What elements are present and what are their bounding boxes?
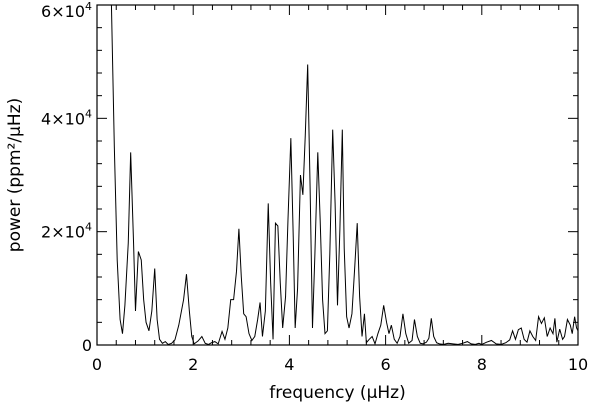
x-tick-label: 10 bbox=[568, 355, 588, 374]
x-tick-label: 4 bbox=[284, 355, 294, 374]
y-tick-label: 2×104 bbox=[41, 221, 92, 242]
y-tick-label: 0 bbox=[82, 336, 92, 355]
x-tick-label: 2 bbox=[188, 355, 198, 374]
y-tick-labels: 0 2×104 4×104 6×104 bbox=[41, 0, 92, 355]
x-tick-labels: 0 2 4 6 8 10 bbox=[92, 355, 588, 374]
plot-frame bbox=[96, 4, 579, 346]
y-axis-title: power (ppm²/μHz) bbox=[5, 98, 25, 252]
x-axis-title: frequency (μHz) bbox=[269, 383, 405, 403]
series-layer bbox=[110, 4, 579, 346]
x-tick-label: 6 bbox=[381, 355, 391, 374]
y-tick-label: 4×104 bbox=[41, 107, 92, 128]
x-tick-label: 8 bbox=[477, 355, 487, 374]
power-series-line bbox=[110, 4, 579, 346]
y-tick-label: 6×104 bbox=[41, 0, 92, 21]
x-tick-label: 0 bbox=[92, 355, 102, 374]
